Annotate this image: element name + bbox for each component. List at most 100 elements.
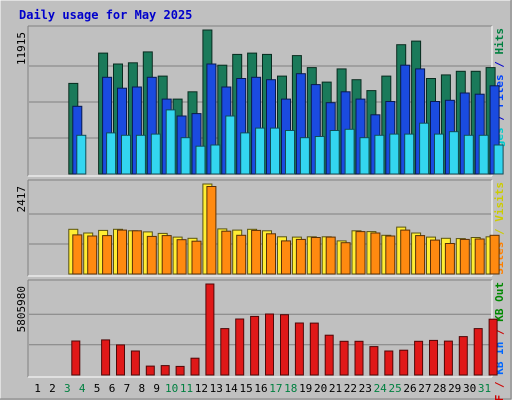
- day-label-31: 31: [478, 382, 491, 395]
- day-label-16: 16: [254, 382, 267, 395]
- day-label-29: 29: [448, 382, 461, 395]
- bar-pages-day-12: [210, 144, 221, 175]
- day-label-4: 4: [79, 382, 86, 395]
- day-label-7: 7: [124, 382, 131, 395]
- day-label-8: 8: [138, 382, 145, 395]
- bar-pages-day-14: [240, 132, 251, 175]
- bar-kb-f-day-10: [175, 365, 185, 376]
- bar-kb-f-day-9: [160, 365, 170, 376]
- legend-kb-out: KB Out: [493, 282, 506, 322]
- day-label-19: 19: [299, 382, 312, 395]
- day-label-30: 30: [463, 382, 476, 395]
- bar-kb-f-day-12: [205, 283, 215, 376]
- day-label-1: 1: [34, 382, 41, 395]
- bar-pages-day-30: [478, 134, 489, 175]
- bar-kb-f-day-26: [414, 340, 424, 376]
- bar-pages-day-26: [419, 122, 430, 175]
- bar-kb-f-day-22: [354, 340, 364, 376]
- bar-kb-f-day-23: [369, 346, 379, 376]
- bar-sites-day-21: [340, 242, 351, 275]
- bar-sites-day-24: [385, 235, 396, 275]
- axis-max-label: 11915: [15, 32, 28, 65]
- bar-sites-day-19: [310, 237, 321, 275]
- bar-kb-f-day-5: [101, 339, 111, 376]
- bar-sites-day-17: [281, 240, 291, 275]
- day-label-9: 9: [153, 382, 160, 395]
- bar-kb-f-day-14: [235, 318, 245, 376]
- bar-kb-f-day-31: [488, 318, 498, 376]
- bar-kb-f-day-3: [71, 340, 81, 376]
- bar-kb-f-day-17: [280, 314, 289, 376]
- bar-kb-f-day-24: [384, 350, 394, 376]
- bar-sites-day-10: [176, 239, 187, 275]
- day-label-27: 27: [418, 382, 431, 395]
- day-label-2: 2: [49, 382, 56, 395]
- day-label-5: 5: [94, 382, 101, 395]
- bar-pages-day-9: [165, 109, 176, 175]
- day-label-6: 6: [109, 382, 116, 395]
- bar-pages-day-31: [493, 144, 504, 175]
- bar-sites-day-11: [191, 240, 202, 275]
- axis-max-label: 2417: [15, 186, 28, 213]
- legend-visits: Visits: [493, 182, 506, 222]
- bar-pages-day-8: [150, 133, 161, 175]
- bar-sites-day-6: [117, 229, 127, 275]
- legend-hits: Hits: [493, 28, 506, 55]
- bar-pages-day-13: [225, 115, 236, 175]
- bar-sites-day-27: [430, 239, 440, 275]
- day-label-23: 23: [359, 382, 372, 395]
- bar-sites-day-16: [266, 233, 276, 275]
- bar-kb-f-day-16: [265, 313, 274, 376]
- chart-title: Daily usage for May 2025: [19, 8, 192, 22]
- bar-kb-f-day-28: [443, 340, 453, 376]
- bar-pages-day-11: [195, 145, 206, 175]
- day-label-28: 28: [433, 382, 446, 395]
- day-label-15: 15: [239, 382, 252, 395]
- bar-pages-day-7: [135, 134, 146, 175]
- day-label-10: 10: [165, 382, 178, 395]
- chart-panels: 11915Pages / Files / Hits2417Sites / Vis…: [15, 25, 506, 405]
- day-label-13: 13: [210, 382, 223, 395]
- bar-pages-day-6: [121, 134, 131, 175]
- bar-pages-day-29: [463, 134, 474, 175]
- legend-/: /: [493, 55, 506, 75]
- day-label-17: 17: [269, 382, 282, 395]
- bar-sites-day-26: [415, 235, 426, 275]
- day-label-24: 24: [374, 382, 388, 395]
- bar-sites-day-31: [489, 234, 500, 275]
- panel-kbytes: 5805980KB F / KB In / KB Out: [15, 279, 506, 405]
- bar-pages-day-21: [344, 128, 355, 175]
- bar-sites-day-28: [444, 243, 455, 275]
- day-label-14: 14: [225, 382, 239, 395]
- day-label-20: 20: [314, 382, 327, 395]
- day-axis-labels: 1 2 3 4 5 6 7 8 9 10 11 12 13 14 15 16 17 18 19 20 21 22 23 24 2…: [34, 382, 491, 395]
- bar-pages-day-20: [329, 130, 340, 175]
- bar-pages-day-3: [76, 134, 87, 175]
- bar-pages-day-24: [389, 133, 400, 175]
- bar-sites-day-15: [251, 229, 262, 275]
- day-label-26: 26: [403, 382, 416, 395]
- day-label-25: 25: [388, 382, 401, 395]
- bar-kb-f-day-21: [339, 340, 349, 376]
- bar-kb-f-day-6: [116, 344, 125, 376]
- bar-sites-day-13: [221, 230, 232, 275]
- bar-kb-f-day-7: [130, 350, 140, 376]
- bar-kb-f-day-20: [324, 334, 334, 376]
- bar-kb-f-day-8: [145, 365, 155, 376]
- bar-kb-f-day-25: [399, 349, 409, 376]
- day-label-18: 18: [284, 382, 297, 395]
- bar-pages-day-18: [299, 137, 310, 175]
- day-label-11: 11: [180, 382, 193, 395]
- bar-sites-day-29: [459, 238, 470, 275]
- bar-sites-day-22: [355, 231, 366, 275]
- bar-sites-day-7: [131, 230, 142, 275]
- bar-kb-f-day-11: [190, 357, 200, 376]
- bar-pages-day-28: [448, 131, 459, 175]
- bar-kb-f-day-18: [294, 322, 304, 376]
- bar-kb-f-day-27: [429, 339, 438, 376]
- bar-sites-day-9: [161, 235, 172, 275]
- day-label-22: 22: [344, 382, 357, 395]
- bar-pages-day-19: [314, 136, 325, 175]
